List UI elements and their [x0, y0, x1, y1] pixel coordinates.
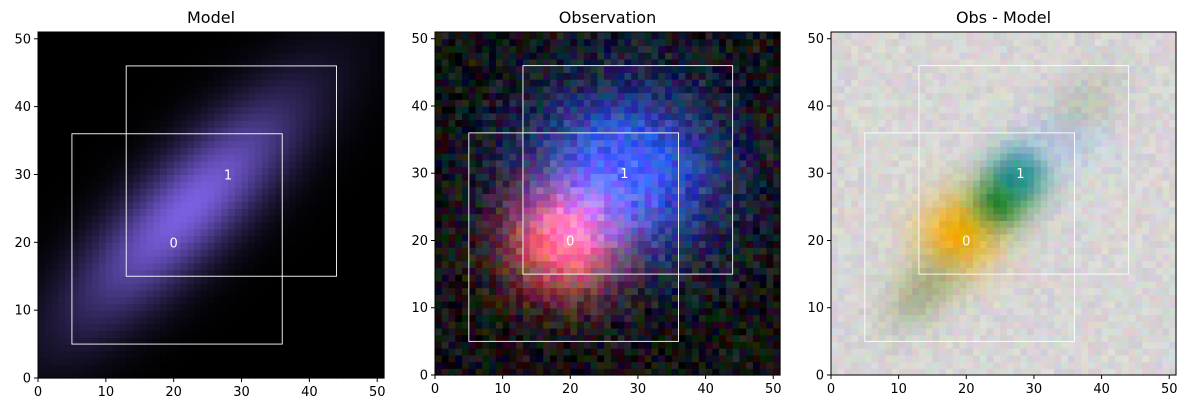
y-tick-label: 0 [23, 372, 31, 387]
y-tick-label: 10 [14, 304, 31, 319]
x-tick-label: 0 [34, 385, 42, 400]
y-tick-label: 30 [14, 168, 31, 183]
x-tick-label: 50 [765, 382, 782, 397]
source-label-0: 0 [170, 236, 178, 251]
y-tick-label: 10 [411, 301, 428, 316]
x-tick-label: 30 [233, 385, 250, 400]
panel-title: Observation [559, 8, 656, 27]
axes-frame [37, 31, 385, 379]
image-pixels [435, 32, 781, 376]
y-tick-label: 30 [807, 167, 824, 182]
source-box-0 [468, 132, 679, 342]
panel-title: Model [187, 8, 235, 27]
source-label-0: 0 [566, 234, 574, 249]
x-tick-label: 40 [1093, 382, 1110, 397]
axes-frame [830, 31, 1177, 376]
source-label-0: 0 [962, 234, 970, 249]
y-tick-label: 20 [14, 236, 31, 251]
y-tick-label: 40 [411, 99, 428, 114]
x-tick-label: 20 [958, 382, 975, 397]
x-tick-label: 0 [827, 382, 835, 397]
y-tick-label: 40 [14, 100, 31, 115]
y-tick-label: 50 [14, 32, 31, 47]
x-tick-label: 0 [431, 382, 439, 397]
x-tick-label: 20 [562, 382, 579, 397]
source-box-0 [864, 132, 1075, 342]
y-tick-label: 50 [411, 32, 428, 47]
y-tick-label: 20 [807, 234, 824, 249]
x-tick-label: 30 [630, 382, 647, 397]
x-tick-label: 30 [1026, 382, 1043, 397]
x-tick-label: 20 [165, 385, 182, 400]
x-tick-label: 10 [494, 382, 511, 397]
source-box-0 [71, 133, 283, 345]
panel-title: Obs - Model [956, 8, 1051, 27]
axes-frame [434, 31, 781, 376]
y-tick-label: 50 [807, 32, 824, 47]
source-box-1 [125, 65, 337, 277]
x-tick-label: 50 [1161, 382, 1178, 397]
source-label-1: 1 [620, 167, 628, 182]
image-pixels [831, 32, 1177, 376]
source-box-1 [918, 65, 1130, 275]
source-box-1 [522, 65, 734, 275]
x-tick-label: 10 [890, 382, 907, 397]
x-tick-label: 40 [697, 382, 714, 397]
x-tick-label: 40 [301, 385, 318, 400]
x-tick-label: 50 [369, 385, 386, 400]
x-tick-label: 10 [98, 385, 115, 400]
y-tick-label: 0 [816, 369, 824, 384]
source-label-1: 1 [1016, 167, 1024, 182]
y-tick-label: 40 [807, 99, 824, 114]
y-tick-label: 30 [411, 167, 428, 182]
source-label-1: 1 [224, 168, 232, 183]
y-tick-label: 10 [807, 301, 824, 316]
y-tick-label: 20 [411, 234, 428, 249]
image-pixels [38, 32, 385, 379]
y-tick-label: 0 [420, 369, 428, 384]
